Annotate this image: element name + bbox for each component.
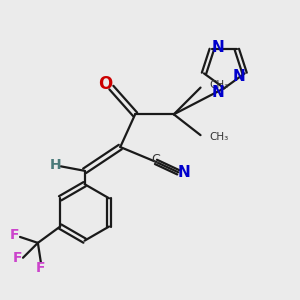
Text: N: N: [212, 85, 224, 100]
Text: N: N: [233, 69, 246, 84]
Text: C: C: [152, 153, 160, 166]
Text: F: F: [36, 261, 46, 274]
Text: F: F: [10, 229, 20, 242]
Text: N: N: [177, 165, 190, 180]
Text: CH₃: CH₃: [209, 132, 229, 142]
Text: F: F: [13, 251, 22, 265]
Text: N: N: [212, 40, 225, 56]
Text: O: O: [98, 75, 112, 93]
Text: H: H: [50, 158, 61, 172]
Text: CH₃: CH₃: [209, 80, 229, 90]
